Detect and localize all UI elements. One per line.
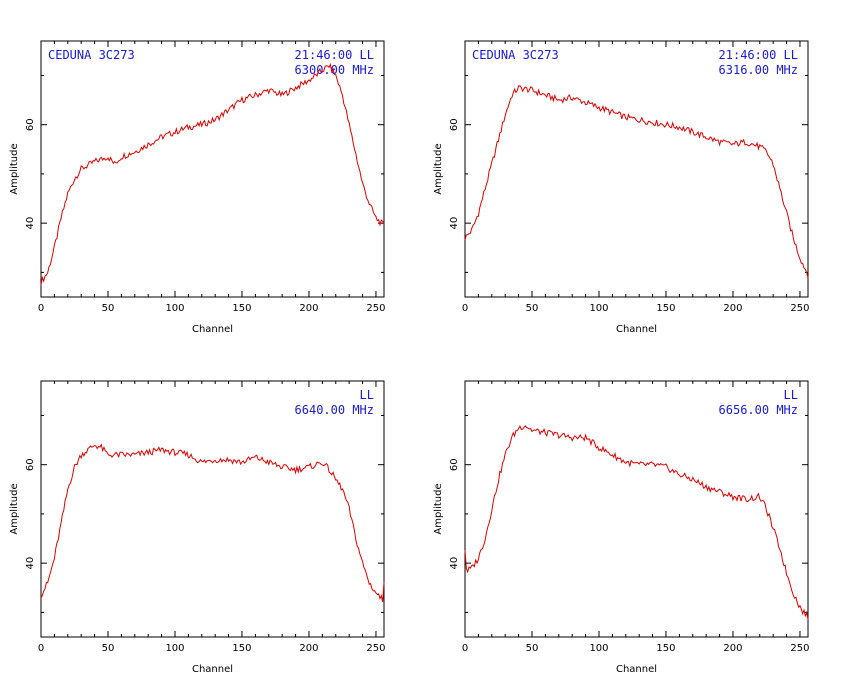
frequency-label: 6656.00 MHz bbox=[719, 403, 798, 417]
amplitude-trace bbox=[464, 425, 809, 620]
y-tick-label: 60 bbox=[25, 458, 36, 471]
panel-2: 0 50 100 150 200 250 40 60 Channel Amplitude CEDUN… bbox=[433, 40, 810, 335]
x-tick-label: 200 bbox=[299, 643, 318, 654]
time-pol-label: 21:46:00 LL bbox=[295, 48, 374, 62]
x-tick-label: 200 bbox=[723, 643, 742, 654]
frequency-label: 6640.00 MHz bbox=[295, 403, 374, 417]
x-tick-label: 200 bbox=[299, 303, 318, 314]
amplitude-trace bbox=[464, 85, 809, 279]
amplitude-trace bbox=[40, 443, 385, 603]
y-tick-label: 60 bbox=[449, 118, 460, 131]
x-tick-label: 150 bbox=[656, 643, 675, 654]
x-tick-label: 0 bbox=[38, 643, 44, 654]
x-tick-label: 50 bbox=[526, 303, 539, 314]
x-tick-label: 100 bbox=[589, 643, 608, 654]
time-pol-label: 21:46:00 LL bbox=[719, 48, 798, 62]
panel-1: 0 50 100 150 200 250 40 60 Channel Amplitude CEDUN… bbox=[9, 40, 386, 335]
x-tick-label: 50 bbox=[526, 643, 539, 654]
panel-4: 0 50 100 150 200 250 40 60 Channel Amplitude LL665… bbox=[433, 380, 810, 675]
y-axis-label: Amplitude bbox=[9, 483, 20, 534]
y-axis-label: Amplitude bbox=[433, 143, 444, 194]
source-label: CEDUNA 3C273 bbox=[472, 48, 559, 62]
x-tick-label: 250 bbox=[790, 643, 809, 654]
frequency-label: 6316.00 MHz bbox=[719, 63, 798, 77]
x-tick-label: 100 bbox=[165, 643, 184, 654]
y-axis-label: Amplitude bbox=[9, 143, 20, 194]
x-tick-label: 0 bbox=[38, 303, 44, 314]
x-tick-label: 0 bbox=[462, 643, 468, 654]
x-tick-label: 100 bbox=[589, 303, 608, 314]
plot-frame bbox=[464, 40, 809, 298]
x-tick-label: 100 bbox=[165, 303, 184, 314]
x-tick-label: 250 bbox=[790, 303, 809, 314]
x-axis-label: Channel bbox=[192, 664, 233, 675]
x-axis-label: Channel bbox=[192, 324, 233, 335]
x-tick-label: 0 bbox=[462, 303, 468, 314]
y-tick-label: 40 bbox=[25, 557, 36, 570]
y-tick-label: 40 bbox=[449, 217, 460, 230]
plot-frame bbox=[40, 380, 385, 638]
source-label: CEDUNA 3C273 bbox=[48, 48, 135, 62]
y-tick-label: 40 bbox=[25, 217, 36, 230]
x-tick-label: 150 bbox=[656, 303, 675, 314]
amplitude-trace bbox=[40, 62, 385, 286]
y-tick-label: 60 bbox=[25, 118, 36, 131]
time-pol-label: LL bbox=[784, 388, 798, 402]
plot-frame bbox=[40, 40, 385, 298]
panel-3: 0 50 100 150 200 250 40 60 Channel Amplitude LL664… bbox=[9, 380, 386, 675]
x-tick-label: 50 bbox=[102, 303, 115, 314]
y-tick-label: 40 bbox=[449, 557, 460, 570]
x-tick-label: 250 bbox=[366, 303, 385, 314]
plot-frame bbox=[464, 380, 809, 638]
x-tick-label: 200 bbox=[723, 303, 742, 314]
y-axis-label: Amplitude bbox=[433, 483, 444, 534]
y-tick-label: 60 bbox=[449, 458, 460, 471]
x-tick-label: 250 bbox=[366, 643, 385, 654]
time-pol-label: LL bbox=[360, 388, 374, 402]
x-tick-label: 50 bbox=[102, 643, 115, 654]
x-axis-label: Channel bbox=[616, 664, 657, 675]
frequency-label: 6300.00 MHz bbox=[295, 63, 374, 77]
x-axis-label: Channel bbox=[616, 324, 657, 335]
x-tick-label: 150 bbox=[232, 643, 251, 654]
x-tick-label: 150 bbox=[232, 303, 251, 314]
